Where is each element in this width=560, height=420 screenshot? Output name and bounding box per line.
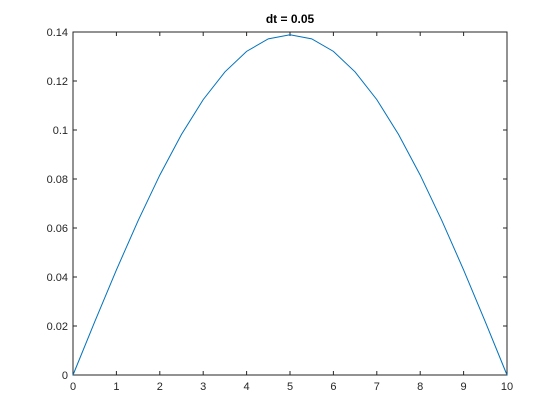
y-tick-label: 0.02 xyxy=(47,321,68,333)
chart-title: dt = 0.05 xyxy=(266,12,315,26)
x-tick-label: 8 xyxy=(417,381,423,393)
x-tick-label: 6 xyxy=(330,381,336,393)
x-tick-label: 9 xyxy=(461,381,467,393)
x-tick-label: 4 xyxy=(244,381,250,393)
x-tick-label: 0 xyxy=(70,381,76,393)
x-tick-label: 1 xyxy=(113,381,119,393)
x-tick-label: 3 xyxy=(200,381,206,393)
y-tick-label: 0.14 xyxy=(47,27,68,39)
y-tick-label: 0.12 xyxy=(47,76,68,88)
plot-area xyxy=(73,32,507,375)
x-tick-label: 10 xyxy=(501,381,513,393)
y-tick-label: 0.04 xyxy=(47,272,68,284)
y-tick-label: 0 xyxy=(62,370,68,382)
x-tick-label: 7 xyxy=(374,381,380,393)
y-tick-label: 0.1 xyxy=(53,125,68,137)
y-tick-label: 0.06 xyxy=(47,223,68,235)
x-tick-label: 2 xyxy=(157,381,163,393)
x-tick-label: 5 xyxy=(287,381,293,393)
y-tick-label: 0.08 xyxy=(47,174,68,186)
